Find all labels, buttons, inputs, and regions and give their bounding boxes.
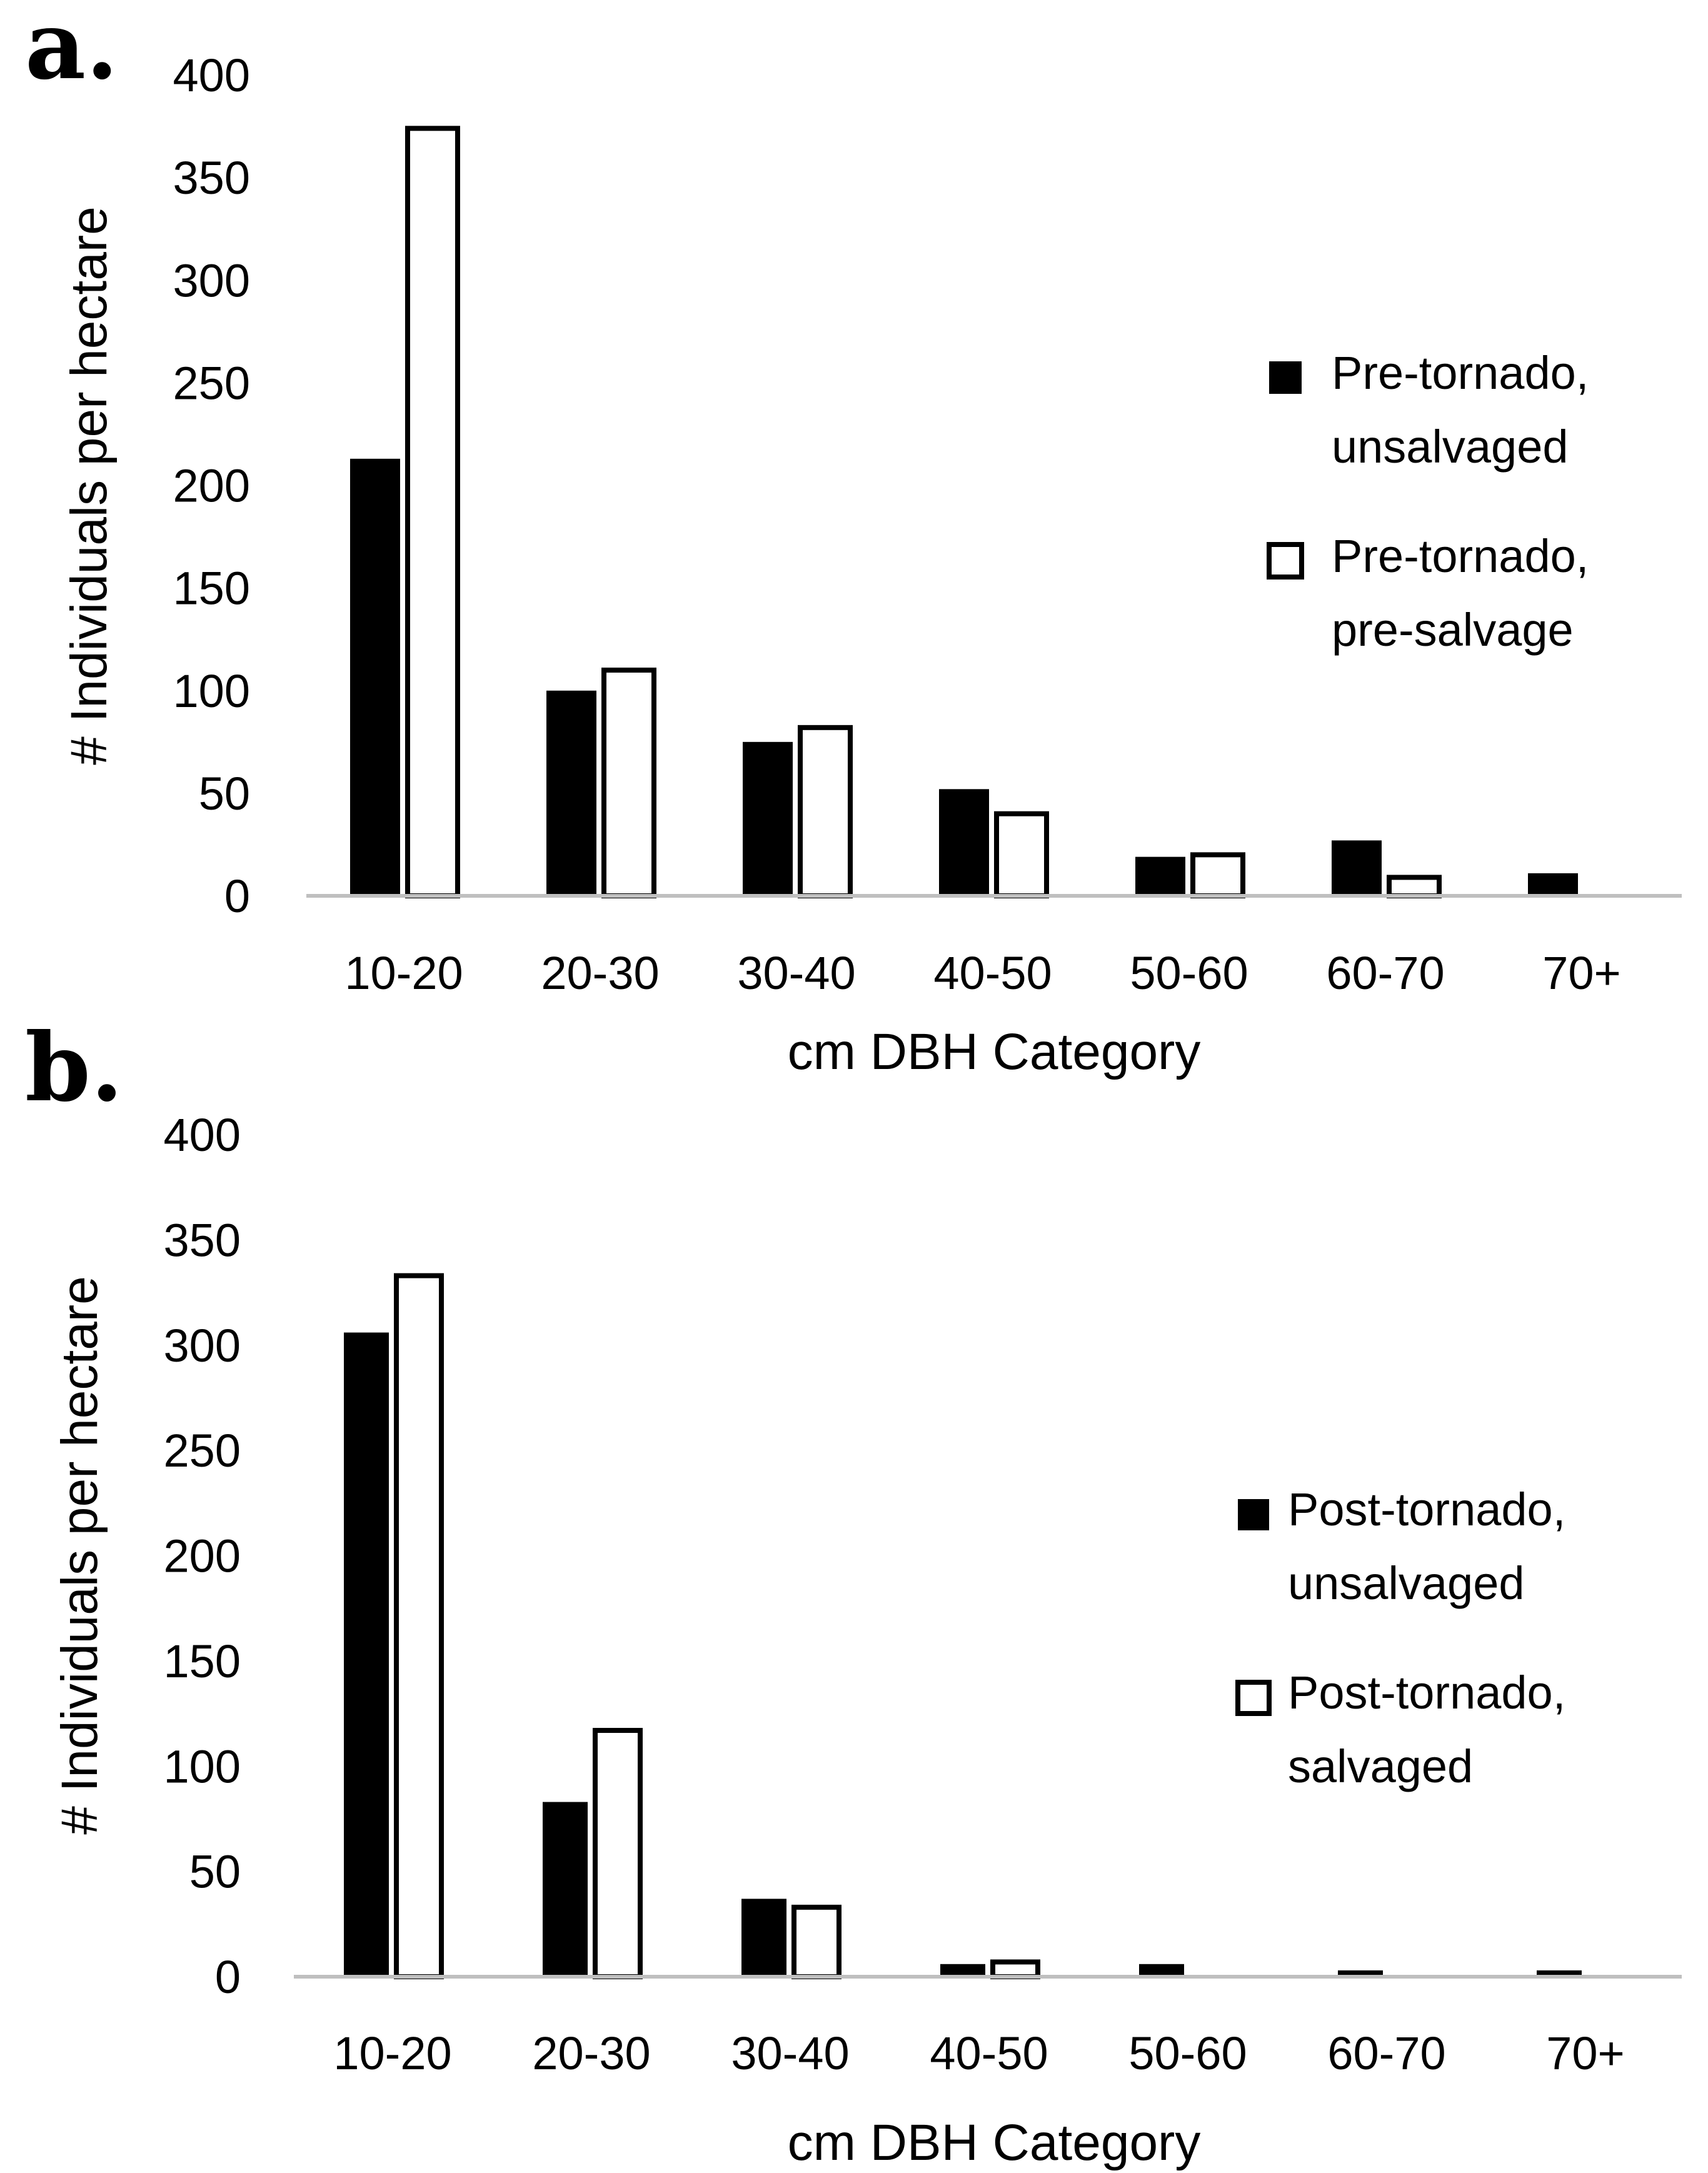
legend-label: Pre-tornado, — [1332, 347, 1589, 399]
x-tick-label: 30-40 — [737, 947, 855, 999]
y-tick-label: 350 — [164, 1214, 241, 1266]
bar-open-60-70 — [1387, 875, 1442, 899]
bar-filled-60-70 — [1332, 840, 1382, 896]
y-tick-label: 250 — [173, 357, 250, 409]
x-tick-label: 60-70 — [1327, 2027, 1445, 2079]
bar-filled-20-30 — [546, 690, 596, 896]
legend-swatch-filled — [1269, 361, 1302, 394]
x-tick-label: 40-50 — [933, 947, 1052, 999]
y-tick-label: 100 — [164, 1740, 241, 1792]
y-tick-label: 200 — [173, 460, 250, 512]
bar-open-20-30 — [601, 667, 656, 899]
legend-label: Post-tornado, — [1288, 1667, 1565, 1719]
bar-filled-60-70 — [1338, 1970, 1383, 1977]
x-tick-label: 30-40 — [731, 2027, 849, 2079]
legend-label: Pre-tornado, — [1332, 530, 1589, 582]
bar-open-40-50 — [990, 1959, 1040, 1979]
bar-filled-50-60 — [1135, 856, 1185, 896]
x-tick-label: 40-50 — [930, 2027, 1048, 2079]
x-tick-label: 10-20 — [344, 947, 463, 999]
y-tick-label: 300 — [173, 254, 250, 306]
bar-filled-10-20 — [344, 1332, 389, 1977]
bar-filled-20-30 — [543, 1802, 588, 1977]
y-tick-label: 0 — [224, 870, 250, 922]
bar-filled-70+ — [1528, 873, 1578, 896]
y-tick-label: 50 — [189, 1846, 241, 1898]
bar-open-10-20 — [394, 1273, 444, 1979]
y-axis-title: # Individuals per hectare — [61, 206, 118, 765]
bar-filled-30-40 — [743, 741, 793, 896]
x-tick-label: 50-60 — [1128, 2027, 1247, 2079]
y-tick-label: 50 — [199, 768, 250, 820]
y-tick-label: 400 — [173, 49, 250, 101]
x-axis-title: cm DBH Category — [788, 2114, 1201, 2171]
legend-label: pre-salvage — [1332, 604, 1574, 656]
bar-open-20-30 — [593, 1728, 643, 1979]
legend-label: unsalvaged — [1332, 421, 1569, 473]
legend-label: Post-tornado, — [1288, 1483, 1565, 1535]
y-tick-label: 200 — [164, 1530, 241, 1582]
y-tick-label: 300 — [164, 1320, 241, 1372]
bar-open-40-50 — [994, 811, 1049, 898]
legend: Post-tornado, unsalvaged Post-tornado, salv… — [1235, 1483, 1565, 1792]
bar-filled-70+ — [1537, 1970, 1582, 1977]
legend-swatch-open — [1267, 542, 1304, 580]
x-tick-label: 20-30 — [532, 2027, 650, 2079]
x-tick-label: 60-70 — [1326, 947, 1444, 999]
bar-filled-40-50 — [940, 1964, 985, 1977]
chart-panel-b: b. 0 50 100 150 200 250 300 350 400 10-20 20-30 30-4… — [25, 1013, 1682, 2171]
legend: Pre-tornado, unsalvaged Pre-tornado, pre-sa… — [1267, 347, 1589, 656]
y-tick-label: 150 — [164, 1635, 241, 1687]
x-tick-label: 10-20 — [333, 2027, 451, 2079]
bar-open-50-60 — [1190, 852, 1245, 898]
x-axis-title: cm DBH Category — [788, 1023, 1201, 1080]
y-tick-label: 400 — [164, 1109, 241, 1161]
x-tick-label: 50-60 — [1130, 947, 1248, 999]
legend-swatch-open — [1235, 1680, 1272, 1716]
y-tick-label: 150 — [173, 563, 250, 615]
legend-label: salvaged — [1288, 1740, 1473, 1792]
x-tick-label: 70+ — [1542, 947, 1621, 999]
panel-label: b. — [25, 1013, 123, 1123]
y-tick-label: 100 — [173, 665, 250, 717]
x-tick-label: 20-30 — [541, 947, 659, 999]
x-tick-label: 70+ — [1546, 2027, 1625, 2079]
legend-label: unsalvaged — [1288, 1557, 1525, 1609]
y-axis-title: # Individuals per hectare — [51, 1276, 108, 1834]
y-tick-label: 0 — [215, 1951, 241, 2003]
bar-open-30-40 — [798, 725, 853, 898]
bar-filled-30-40 — [741, 1899, 786, 1977]
bar-open-30-40 — [791, 1904, 841, 1980]
bar-filled-10-20 — [350, 458, 400, 896]
y-tick-label: 350 — [173, 152, 250, 204]
legend-swatch-filled — [1238, 1499, 1269, 1530]
bar-open-10-20 — [405, 126, 460, 899]
bar-filled-40-50 — [939, 789, 989, 896]
bar-filled-50-60 — [1139, 1964, 1184, 1977]
y-tick-label: 250 — [164, 1425, 241, 1477]
panel-label: a. — [25, 0, 118, 101]
chart-panel-a: a. 0 50 100 150 200 250 300 350 400 10-20 20-30 30-4… — [25, 0, 1682, 1080]
